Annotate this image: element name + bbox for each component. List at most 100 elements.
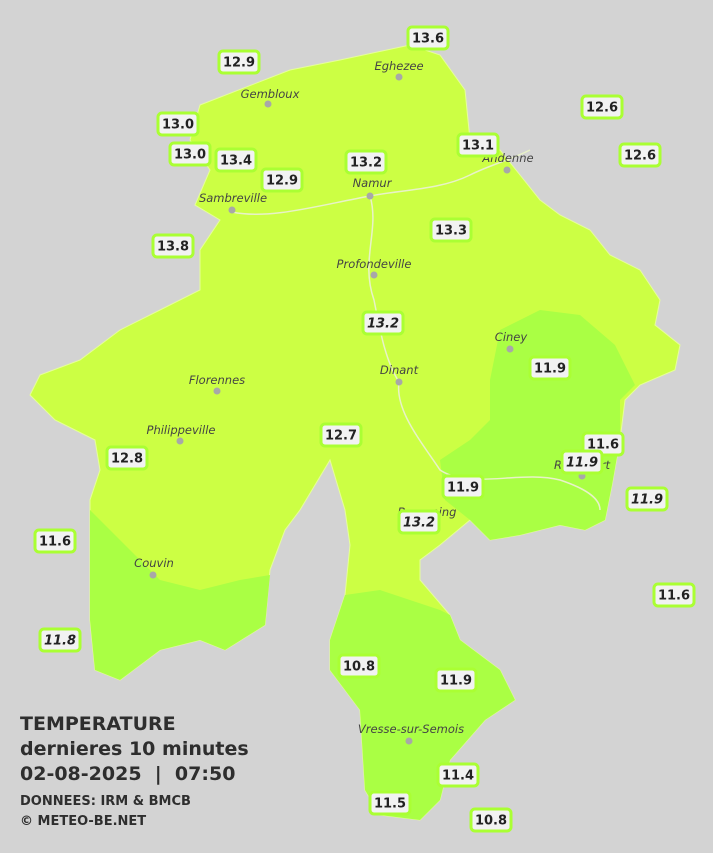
- station: 12.6: [618, 142, 662, 168]
- station-box: [368, 790, 412, 816]
- town-dot: [176, 437, 184, 445]
- station: 10.8: [469, 807, 513, 833]
- station-box: [625, 486, 669, 512]
- map-datetime: 02-08-2025 | 07:50: [20, 763, 235, 785]
- town-name: Sambreville: [199, 191, 267, 205]
- station: 13.6: [406, 25, 450, 51]
- town-name: Ciney: [495, 330, 528, 344]
- station-box: [319, 422, 363, 448]
- cooler-zone-southwest: [90, 510, 270, 680]
- station-box: [406, 25, 450, 51]
- station-box: [151, 233, 195, 259]
- station-value: 11.9: [440, 674, 472, 689]
- map-title: TEMPERATURE: [20, 713, 176, 735]
- station-value: 11.6: [39, 535, 71, 550]
- station: 12.8: [105, 445, 149, 471]
- town-dot: [213, 387, 221, 395]
- town-name: Florennes: [189, 373, 245, 387]
- station: 13.3: [429, 217, 473, 243]
- town-dot: [395, 73, 403, 81]
- station: 11.6: [652, 582, 696, 608]
- station: 11.6: [33, 528, 77, 554]
- station: 13.2: [361, 310, 405, 336]
- station-value: 11.6: [587, 438, 619, 453]
- town-name: Philippeville: [147, 423, 216, 437]
- station-value: 13.6: [412, 32, 444, 47]
- map-credit: © METEO-BE.NET: [20, 814, 146, 829]
- station-value: 13.1: [462, 139, 494, 154]
- station: 11.9: [528, 355, 572, 381]
- station-box: [38, 627, 82, 653]
- station-box: [214, 147, 258, 173]
- station-box: [260, 167, 304, 193]
- station-value: 11.9: [534, 362, 566, 377]
- station-value: 12.9: [223, 56, 255, 71]
- station: 13.8: [151, 233, 195, 259]
- town-dot: [149, 571, 157, 579]
- station-box: [652, 582, 696, 608]
- station-value: 13.3: [435, 224, 467, 239]
- town-dot: [264, 100, 272, 108]
- station-box: [560, 449, 604, 475]
- town-name: Eghezee: [374, 59, 423, 73]
- station-box: [361, 310, 405, 336]
- station-box: [441, 474, 485, 500]
- town-name: Vresse-sur-Semois: [358, 722, 464, 736]
- town-dot: [395, 378, 403, 386]
- station-value: 11.9: [447, 481, 479, 496]
- station-box: [168, 141, 212, 167]
- station: 12.9: [217, 49, 261, 75]
- station-value: 11.6: [658, 589, 690, 604]
- station-box: [156, 111, 200, 137]
- station-value: 11.4: [442, 769, 474, 784]
- station-value: 13.8: [157, 240, 189, 255]
- station-value: 13.2: [403, 516, 435, 531]
- station-value: 11.9: [566, 456, 598, 471]
- town-name: Namur: [353, 176, 393, 190]
- town-dot: [405, 737, 413, 745]
- station: 11.9: [560, 449, 604, 475]
- station: 13.4: [214, 147, 258, 173]
- station-value: 13.4: [220, 154, 252, 169]
- station: 11.4: [436, 762, 480, 788]
- station-value: 10.8: [475, 814, 507, 829]
- map-source: DONNEES: IRM & BMCB: [20, 794, 191, 809]
- station-value: 10.8: [343, 660, 375, 675]
- cooler-zone-east: [440, 310, 635, 540]
- town-dot: [370, 271, 378, 279]
- station: 12.6: [580, 94, 624, 120]
- cooler-zone-south: [330, 590, 515, 820]
- station-box: [436, 762, 480, 788]
- station-value: 11.9: [631, 493, 663, 508]
- station: 13.2: [344, 149, 388, 175]
- station-box: [434, 667, 478, 693]
- station-box: [528, 355, 572, 381]
- station-value: 12.6: [586, 101, 618, 116]
- station-box: [344, 149, 388, 175]
- station: 13.1: [456, 132, 500, 158]
- station: 10.8: [337, 653, 381, 679]
- station-value: 13.0: [162, 118, 194, 133]
- stations: 12.9 13.6 12.6 13.0 13.0 13.4 12.9 13.2 13.1 12.6…: [33, 25, 696, 833]
- station: 13.2: [397, 509, 441, 535]
- station-value: 12.8: [111, 452, 143, 467]
- town-name: Couvin: [134, 556, 174, 570]
- station: 13.0: [156, 111, 200, 137]
- station-box: [580, 94, 624, 120]
- town-dot: [228, 206, 236, 214]
- station: 11.5: [368, 790, 412, 816]
- river-meuse: [231, 149, 601, 511]
- station-box: [33, 528, 77, 554]
- station-value: 12.9: [266, 174, 298, 189]
- town-dot: [503, 166, 511, 174]
- station-value: 11.8: [44, 634, 76, 649]
- station: 11.9: [434, 667, 478, 693]
- station-box: [618, 142, 662, 168]
- station: 13.0: [168, 141, 212, 167]
- station: 11.9: [625, 486, 669, 512]
- station: 11.8: [38, 627, 82, 653]
- station-value: 13.2: [367, 317, 399, 332]
- map-subtitle: dernieres 10 minutes: [20, 738, 249, 760]
- station-box: [105, 445, 149, 471]
